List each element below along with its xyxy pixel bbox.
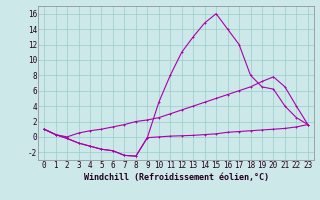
X-axis label: Windchill (Refroidissement éolien,°C): Windchill (Refroidissement éolien,°C) xyxy=(84,173,268,182)
